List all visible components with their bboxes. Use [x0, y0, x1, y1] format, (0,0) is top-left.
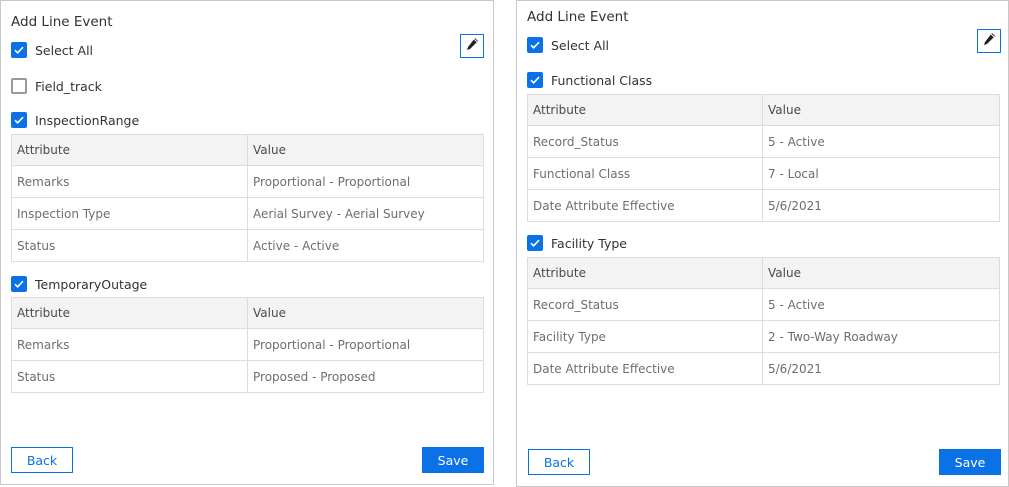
attribute-cell: Status [11, 360, 248, 393]
group-checkbox-label: Field_track [35, 78, 102, 94]
value-cell: 2 - Two-Way Roadway [762, 320, 1000, 353]
group-checkbox[interactable]: InspectionRange [11, 112, 139, 128]
table-row: Remarks Proportional - Proportional [11, 165, 484, 198]
group-checkbox[interactable]: Field_track [11, 78, 102, 94]
pen-icon [981, 31, 997, 51]
attribute-cell: Facility Type [527, 320, 763, 353]
table-row: Record_Status 5 - Active [527, 125, 1000, 158]
add-line-event-panel-left: Add Line Event Select All Field_track Inspe… [0, 0, 494, 485]
save-button[interactable]: Save [422, 447, 484, 473]
column-header: Value [247, 297, 484, 329]
panel-title: Add Line Event [527, 9, 629, 25]
column-header: Attribute [11, 297, 248, 329]
select-all-checkbox-label: Select All [35, 42, 94, 58]
table-header-row: Attribute Value [527, 94, 1000, 126]
panel-title: Add Line Event [11, 14, 113, 30]
checkbox-unchecked[interactable] [11, 78, 27, 94]
value-cell: Aerial Survey - Aerial Survey [247, 197, 484, 230]
attribute-table: Attribute Value Record_Status 5 - Active Fun… [527, 94, 1000, 222]
column-header: Value [762, 94, 1000, 126]
group-checkbox-label: InspectionRange [35, 112, 140, 128]
column-header: Value [247, 134, 484, 166]
table-row: Record_Status 5 - Active [527, 288, 1000, 321]
attribute-cell: Inspection Type [11, 197, 248, 230]
group-checkbox-label: Facility Type [551, 235, 627, 251]
attribute-cell: Functional Class [527, 157, 763, 190]
value-cell: 5/6/2021 [762, 189, 1000, 222]
checkbox-checked[interactable] [11, 276, 27, 292]
column-header: Attribute [527, 257, 763, 289]
table-row: Status Active - Active [11, 229, 484, 262]
checkbox-checked[interactable] [527, 37, 543, 53]
value-cell: Proposed - Proposed [247, 360, 484, 393]
back-button[interactable]: Back [528, 449, 590, 475]
attribute-cell: Remarks [11, 165, 248, 198]
pen-icon [464, 36, 480, 56]
column-header: Attribute [11, 134, 248, 166]
table-row: Status Proposed - Proposed [11, 360, 484, 393]
table-header-row: Attribute Value [11, 297, 484, 329]
value-cell: 5 - Active [762, 288, 1000, 321]
table-row: Inspection Type Aerial Survey - Aerial Su… [11, 197, 484, 230]
checkbox-checked[interactable] [527, 235, 543, 251]
save-button[interactable]: Save [939, 449, 1001, 475]
attribute-cell: Record_Status [527, 125, 763, 158]
group-checkbox[interactable]: Functional Class [527, 72, 652, 88]
group-checkbox-label: TemporaryOutage [35, 276, 148, 292]
table-row: Functional Class 7 - Local [527, 157, 1000, 190]
group-checkbox[interactable]: Facility Type [527, 235, 627, 251]
attribute-table: Attribute Value Remarks Proportional - Prop… [11, 134, 484, 262]
checkbox-checked[interactable] [11, 112, 27, 128]
table-header-row: Attribute Value [527, 257, 1000, 289]
attribute-table: Attribute Value Remarks Proportional - Prop… [11, 297, 484, 393]
edit-button[interactable] [977, 29, 1001, 53]
attribute-cell: Date Attribute Effective [527, 352, 763, 385]
group-checkbox[interactable]: TemporaryOutage [11, 276, 147, 292]
attribute-table: Attribute Value Record_Status 5 - Active Fac… [527, 257, 1000, 385]
table-row: Date Attribute Effective 5/6/2021 [527, 189, 1000, 222]
add-line-event-panel-right: Add Line Event Select All Functional Class… [516, 0, 1009, 487]
value-cell: 5 - Active [762, 125, 1000, 158]
value-cell: Proportional - Proportional [247, 328, 484, 361]
attribute-cell: Record_Status [527, 288, 763, 321]
select-all-checkbox[interactable]: Select All [527, 37, 609, 53]
select-all-checkbox-label: Select All [551, 37, 610, 53]
attribute-cell: Date Attribute Effective [527, 189, 763, 222]
attribute-cell: Status [11, 229, 248, 262]
attribute-cell: Remarks [11, 328, 248, 361]
select-all-checkbox[interactable]: Select All [11, 42, 93, 58]
column-header: Attribute [527, 94, 763, 126]
value-cell: Proportional - Proportional [247, 165, 484, 198]
table-row: Remarks Proportional - Proportional [11, 328, 484, 361]
back-button[interactable]: Back [11, 447, 73, 473]
value-cell: 7 - Local [762, 157, 1000, 190]
column-header: Value [762, 257, 1000, 289]
table-row: Date Attribute Effective 5/6/2021 [527, 352, 1000, 385]
checkbox-checked[interactable] [527, 72, 543, 88]
table-header-row: Attribute Value [11, 134, 484, 166]
value-cell: 5/6/2021 [762, 352, 1000, 385]
edit-button[interactable] [460, 34, 484, 58]
table-row: Facility Type 2 - Two-Way Roadway [527, 320, 1000, 353]
value-cell: Active - Active [247, 229, 484, 262]
group-checkbox-label: Functional Class [551, 72, 653, 88]
checkbox-checked[interactable] [11, 42, 27, 58]
